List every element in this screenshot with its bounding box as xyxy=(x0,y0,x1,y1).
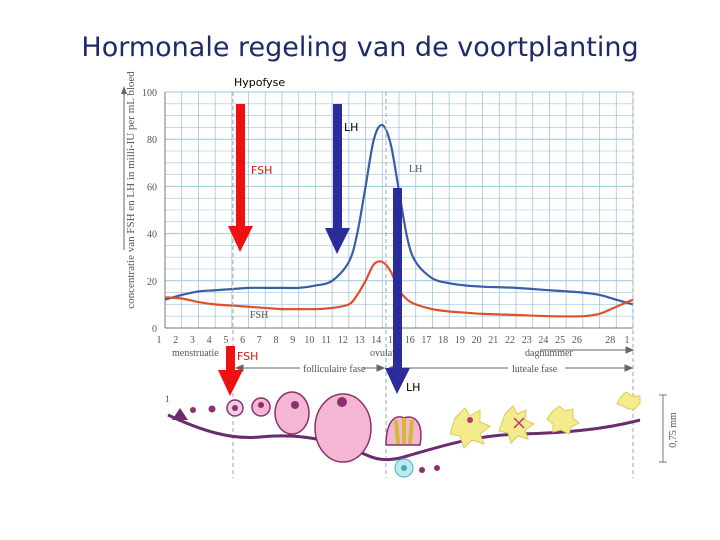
x-tick-label: 21 xyxy=(488,335,498,346)
lh-arrow-lower-head xyxy=(385,368,410,394)
fsh-arrow-lower xyxy=(226,346,235,370)
secondary-follicle-core xyxy=(232,405,238,411)
fsh-lower-label: FSH xyxy=(237,350,258,363)
ovulation-label: ovulatie xyxy=(370,348,403,359)
x-tick-label: 3 xyxy=(190,335,195,346)
day-arrowhead xyxy=(625,346,635,354)
x-tick-label: 9 xyxy=(290,335,295,346)
y-tick-label: 20 xyxy=(147,277,157,288)
graafian-follicle-core xyxy=(337,397,347,407)
scale-label: 0,75 mm xyxy=(668,412,679,448)
x-tick-label: 18 xyxy=(438,335,448,346)
fsh-series-label: FSH xyxy=(250,310,268,321)
ovary-illustration: 1 xyxy=(165,391,641,478)
fsh-upper-label: FSH xyxy=(251,164,272,177)
follicular-phase-label: folliculaire fase xyxy=(303,364,366,375)
ruptured-follicle-cells xyxy=(394,418,414,445)
lh-arrow-lower xyxy=(393,188,402,368)
y-axis-label: concentratie van FSH en LH in milli-IU p… xyxy=(125,71,137,309)
y-tick-label: 40 xyxy=(147,230,157,241)
overlay-arrows xyxy=(218,104,410,396)
x-tick-label: 1 xyxy=(625,335,630,346)
regressing-follicle-1 xyxy=(419,467,425,473)
x-tick-label: 24 xyxy=(538,335,548,346)
ovary-stage-label: 1 xyxy=(165,394,170,404)
uterus-wall xyxy=(167,413,641,462)
corpus-luteum-3 xyxy=(546,405,580,435)
lh-arrow-upper-head xyxy=(325,228,350,254)
corpus-luteum-2-center xyxy=(513,417,525,429)
regressing-follicle-2 xyxy=(434,465,440,471)
lh-lower-label: LH xyxy=(406,381,420,394)
luteal-phase-label: luteale fase xyxy=(512,364,558,375)
y-tick-label: 80 xyxy=(147,135,157,146)
x-tick-label: 28 xyxy=(605,335,615,346)
follicular-arrowhead-left xyxy=(234,364,244,372)
x-tick-label: 23 xyxy=(522,335,532,346)
lh-upper-label: LH xyxy=(344,121,358,134)
x-tick-label: 20 xyxy=(472,335,482,346)
x-tick-label: 25 xyxy=(555,335,565,346)
follicular-arrowhead-right xyxy=(376,364,386,372)
growing-follicle-core xyxy=(258,402,264,408)
x-tick-label: 1 xyxy=(157,335,162,346)
x-tick-label: 7 xyxy=(257,335,262,346)
fsh-arrow-upper xyxy=(236,104,245,228)
y-axis-arrow-icon xyxy=(121,86,127,94)
tertiary-follicle xyxy=(274,391,310,435)
tertiary-follicle-core xyxy=(291,401,299,409)
y-tick-label: 100 xyxy=(142,88,157,99)
released-egg-nucleus xyxy=(401,465,407,471)
x-tick-label: 11 xyxy=(321,335,331,346)
lh-series-label: LH xyxy=(409,164,422,175)
x-axis-label: dagnummer xyxy=(525,348,573,359)
y-tick-label: 60 xyxy=(147,182,157,193)
corpus-luteum-1-center xyxy=(467,417,473,423)
x-tick-label: 4 xyxy=(207,335,212,346)
x-tick-label: 16 xyxy=(405,335,415,346)
corpus-luteum-1 xyxy=(449,407,491,449)
x-tick-label: 19 xyxy=(455,335,465,346)
x-tick-label: 6 xyxy=(240,335,245,346)
x-tick-label: 26 xyxy=(572,335,582,346)
lh-arrow-upper xyxy=(333,104,342,230)
hypofyse-label: Hypofyse xyxy=(234,76,285,89)
menstruation-label: menstruatie xyxy=(172,348,219,359)
x-tick-label: 12 xyxy=(338,335,348,346)
luteal-arrowhead-right xyxy=(624,364,634,372)
ovary-tip xyxy=(172,408,188,420)
x-tick-label: 22 xyxy=(505,335,515,346)
x-tick-label: 13 xyxy=(355,335,365,346)
graafian-follicle xyxy=(314,393,372,463)
x-tick-label: 10 xyxy=(304,335,314,346)
slide-title: Hormonale regeling van de voortplanting xyxy=(81,32,639,63)
fsh-curve xyxy=(164,260,634,318)
x-tick-label: 2 xyxy=(173,335,178,346)
y-tick-label: 0 xyxy=(152,324,157,335)
phase-arrows xyxy=(234,346,635,372)
x-tick-label: 14 xyxy=(371,335,381,346)
primary-follicle xyxy=(208,405,216,413)
primordial-follicle xyxy=(190,407,196,413)
lh-curve xyxy=(164,123,634,306)
corpus-albicans xyxy=(616,391,641,410)
fsh-arrow-lower-head xyxy=(218,370,243,396)
fsh-arrow-upper-head xyxy=(228,226,253,252)
x-tick-label: 17 xyxy=(421,335,431,346)
x-tick-label: 8 xyxy=(274,335,279,346)
y-tick-labels: 0 20 40 60 80 100 xyxy=(142,88,157,335)
x-tick-label: 5 xyxy=(223,335,228,346)
